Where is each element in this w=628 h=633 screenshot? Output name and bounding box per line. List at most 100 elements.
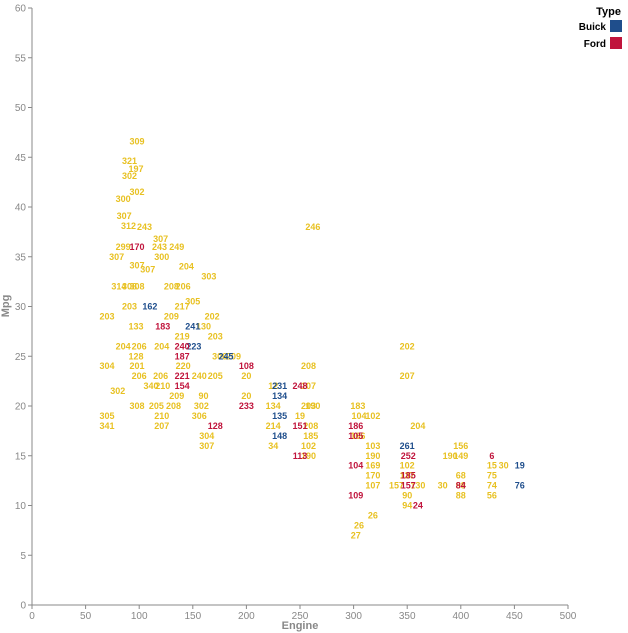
data-point: 233 [239, 401, 254, 411]
data-point: 305 [185, 297, 200, 307]
data-point: 300 [116, 194, 131, 204]
data-point: 207 [154, 421, 169, 431]
data-point: 34 [268, 441, 278, 451]
data-point: 308 [130, 282, 145, 292]
data-point: 137 [400, 471, 415, 481]
data-point: 107 [301, 381, 316, 391]
data-point: 206 [132, 371, 147, 381]
data-point: 208 [303, 421, 318, 431]
x-tick-label: 150 [184, 611, 201, 622]
data-point: 204 [179, 262, 194, 272]
y-tick-label: 45 [15, 153, 27, 164]
legend-label: Buick [579, 22, 607, 33]
data-point: 105 [348, 431, 363, 441]
data-point: 302 [130, 187, 145, 197]
data-point: 243 [137, 222, 152, 232]
y-tick-label: 10 [15, 501, 27, 512]
data-point: 308 [122, 282, 137, 292]
data-point: 56 [487, 491, 497, 501]
data-point: 107 [365, 481, 380, 491]
data-point: 210 [155, 381, 170, 391]
data-point: 103 [365, 441, 380, 451]
data-point: 6 [489, 451, 494, 461]
data-point: 133 [128, 321, 143, 331]
data-point: 75 [487, 471, 497, 481]
data-point: 169 [365, 461, 380, 471]
data-point: 220 [176, 361, 191, 371]
legend-label: Ford [584, 39, 606, 50]
x-tick-label: 250 [292, 611, 309, 622]
data-point: 304 [100, 361, 115, 371]
data-point: 307 [153, 234, 168, 244]
data-point: 12 [268, 381, 278, 391]
data-point: 209 [169, 391, 184, 401]
data-point: 309 [130, 136, 145, 146]
data-point: 306 [192, 411, 207, 421]
y-tick-label: 15 [15, 451, 27, 462]
x-axis-title: Engine [282, 620, 319, 632]
data-point: 201 [130, 361, 145, 371]
data-point: 130 [410, 481, 425, 491]
y-tick-label: 35 [15, 252, 27, 263]
data-point: 203 [122, 302, 137, 312]
data-point: 20 [241, 371, 251, 381]
data-point: 151 [292, 421, 307, 431]
data-point: 341 [100, 421, 115, 431]
data-point: 307 [199, 441, 214, 451]
data-point: 314 [111, 282, 126, 292]
y-tick-label: 20 [15, 402, 27, 413]
data-point: 305 [100, 411, 115, 421]
data-point: 312 [121, 221, 136, 231]
data-point: 204 [116, 341, 131, 351]
data-point: 30 [438, 481, 448, 491]
data-point: 94 [402, 501, 412, 511]
data-point: 68 [456, 471, 466, 481]
data-point: 206 [176, 282, 191, 292]
data-point: 207 [400, 371, 415, 381]
data-point: 27 [351, 530, 361, 540]
data-point: 249 [169, 242, 184, 252]
data-point: 74 [487, 481, 497, 491]
data-point: 154 [175, 381, 190, 391]
y-tick-label: 40 [15, 203, 27, 214]
data-point: 340 [143, 381, 158, 391]
data-point: 149 [453, 451, 468, 461]
data-point: 186 [348, 421, 363, 431]
data-point: 162 [142, 302, 157, 312]
data-point: 134 [266, 401, 281, 411]
data-point: 210 [154, 411, 169, 421]
data-point: 306 [212, 351, 227, 361]
data-point: 185 [303, 431, 318, 441]
data-point: 243 [152, 242, 167, 252]
data-point: 221 [175, 371, 190, 381]
data-point: 104 [348, 461, 363, 471]
x-tick-label: 450 [506, 611, 523, 622]
data-point: 245 [219, 351, 234, 361]
data-point: 102 [365, 411, 380, 421]
x-tick-label: 400 [452, 611, 469, 622]
data-point: 204 [410, 421, 425, 431]
y-tick-label: 50 [15, 103, 27, 114]
y-tick-label: 55 [15, 53, 27, 64]
data-point: 208 [166, 401, 181, 411]
data-point: 204 [154, 341, 169, 351]
y-tick-label: 30 [15, 302, 27, 313]
data-point: 304 [199, 431, 214, 441]
data-point: 206 [132, 341, 147, 351]
data-point: 30 [499, 461, 509, 471]
y-tick-label: 5 [20, 551, 26, 562]
data-point: 166 [350, 431, 365, 441]
data-point: 202 [205, 311, 220, 321]
data-point: 307 [130, 261, 145, 271]
data-point: 113 [293, 451, 308, 461]
data-point: 214 [266, 421, 281, 431]
data-point: 302 [122, 171, 137, 181]
data-point: 202 [400, 341, 415, 351]
data-point: 104 [351, 411, 366, 421]
data-point: 190 [301, 451, 316, 461]
data-point: 307 [117, 211, 132, 221]
